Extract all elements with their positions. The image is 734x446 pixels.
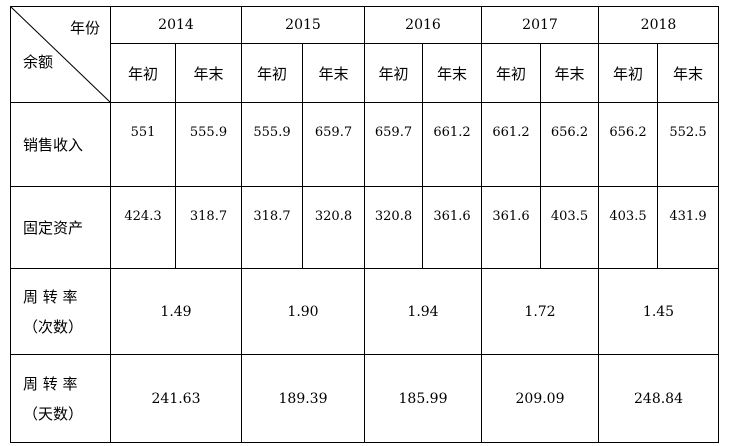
sub-label: 年末 [540,43,599,103]
value-cell: 403.5 [598,186,658,269]
sub-label: 年初 [241,43,303,103]
diagonal [11,7,111,103]
year-cell: 2017 [481,6,599,44]
sub-label: 年末 [422,43,482,103]
value-cell: 1.72 [481,268,599,355]
value-cell: 659.7 [364,102,423,187]
value-cell: 320.8 [364,186,423,269]
value-cell: 185.99 [364,354,482,443]
sub-label: 年末 [657,43,719,103]
data-table: 年份 余额 2014 2015 2016 2017 2018 年初 年末 年初 年末 年初 年末年… [10,6,719,443]
year-cell: 2015 [241,6,365,44]
corner-bottom: 余额 [23,53,54,71]
sub-label: 年初 [364,43,423,103]
value-cell: 656.2 [598,102,658,187]
value-cell: 552.5 [657,102,719,187]
value-cell: 403.5 [540,186,599,269]
row-label: 周 转 率 （天数） [10,354,111,443]
value-cell: 248.84 [598,354,719,443]
value-cell: 1.45 [598,268,719,355]
sub-label: 年初 [598,43,658,103]
year-cell: 2016 [364,6,482,44]
value-cell: 661.2 [422,102,482,187]
value-cell: 1.90 [241,268,365,355]
value-cell: 555.9 [175,102,242,187]
row-label: 周 转 率 （次数） [10,268,111,355]
data-row: 固定资产 424.3 318.7 318.7 320.8 320.8 361.6 361.6 4… [10,186,719,269]
label-line: （天数） [23,404,84,423]
value-cell: 209.09 [481,354,599,443]
data-row: 销售收入 551 555.9 555.9 659.7 659.7 661.2 661.2 656… [10,102,719,187]
value-cell: 189.39 [241,354,365,443]
turnover-row: 周 转 率 （天数） 241.63 189.39 185.99 209.09 248.84 [10,354,719,443]
value-cell: 659.7 [302,102,365,187]
value-cell: 431.9 [657,186,719,269]
label-line: 周 转 率 [23,287,78,306]
corner-cell: 年份 余额 [10,6,111,103]
value-cell: 656.2 [540,102,599,187]
label-line: 周 转 率 [23,374,78,393]
sub-label: 年初 [110,43,176,103]
row-label: 固定资产 [10,186,111,269]
corner-top: 年份 [69,19,100,37]
value-cell: 361.6 [422,186,482,269]
turnover-row: 周 转 率 （次数） 1.49 1.90 1.94 1.72 1.45 [10,268,719,355]
value-cell: 318.7 [241,186,303,269]
value-cell: 320.8 [302,186,365,269]
sub-label: 年末 [302,43,365,103]
value-cell: 661.2 [481,102,541,187]
value-cell: 241.63 [110,354,242,443]
label-line: （次数） [23,317,84,336]
row-label: 销售收入 [10,102,111,187]
value-cell: 555.9 [241,102,303,187]
value-cell: 318.7 [175,186,242,269]
sub-label: 年末 [175,43,242,103]
sub-row: 年初 年末 年初 年末 年初 年末 年初 年末 年初 年末 [11,43,719,103]
year-cell: 2014 [110,6,242,44]
value-cell: 1.49 [110,268,242,355]
value-cell: 1.94 [364,268,482,355]
value-cell: 424.3 [110,186,176,269]
value-cell: 551 [110,102,176,187]
year-row: 年份 余额 2014 2015 2016 2017 2018 [10,6,719,103]
sub-label: 年初 [481,43,541,103]
value-cell: 361.6 [481,186,541,269]
year-cell: 2018 [598,6,719,44]
